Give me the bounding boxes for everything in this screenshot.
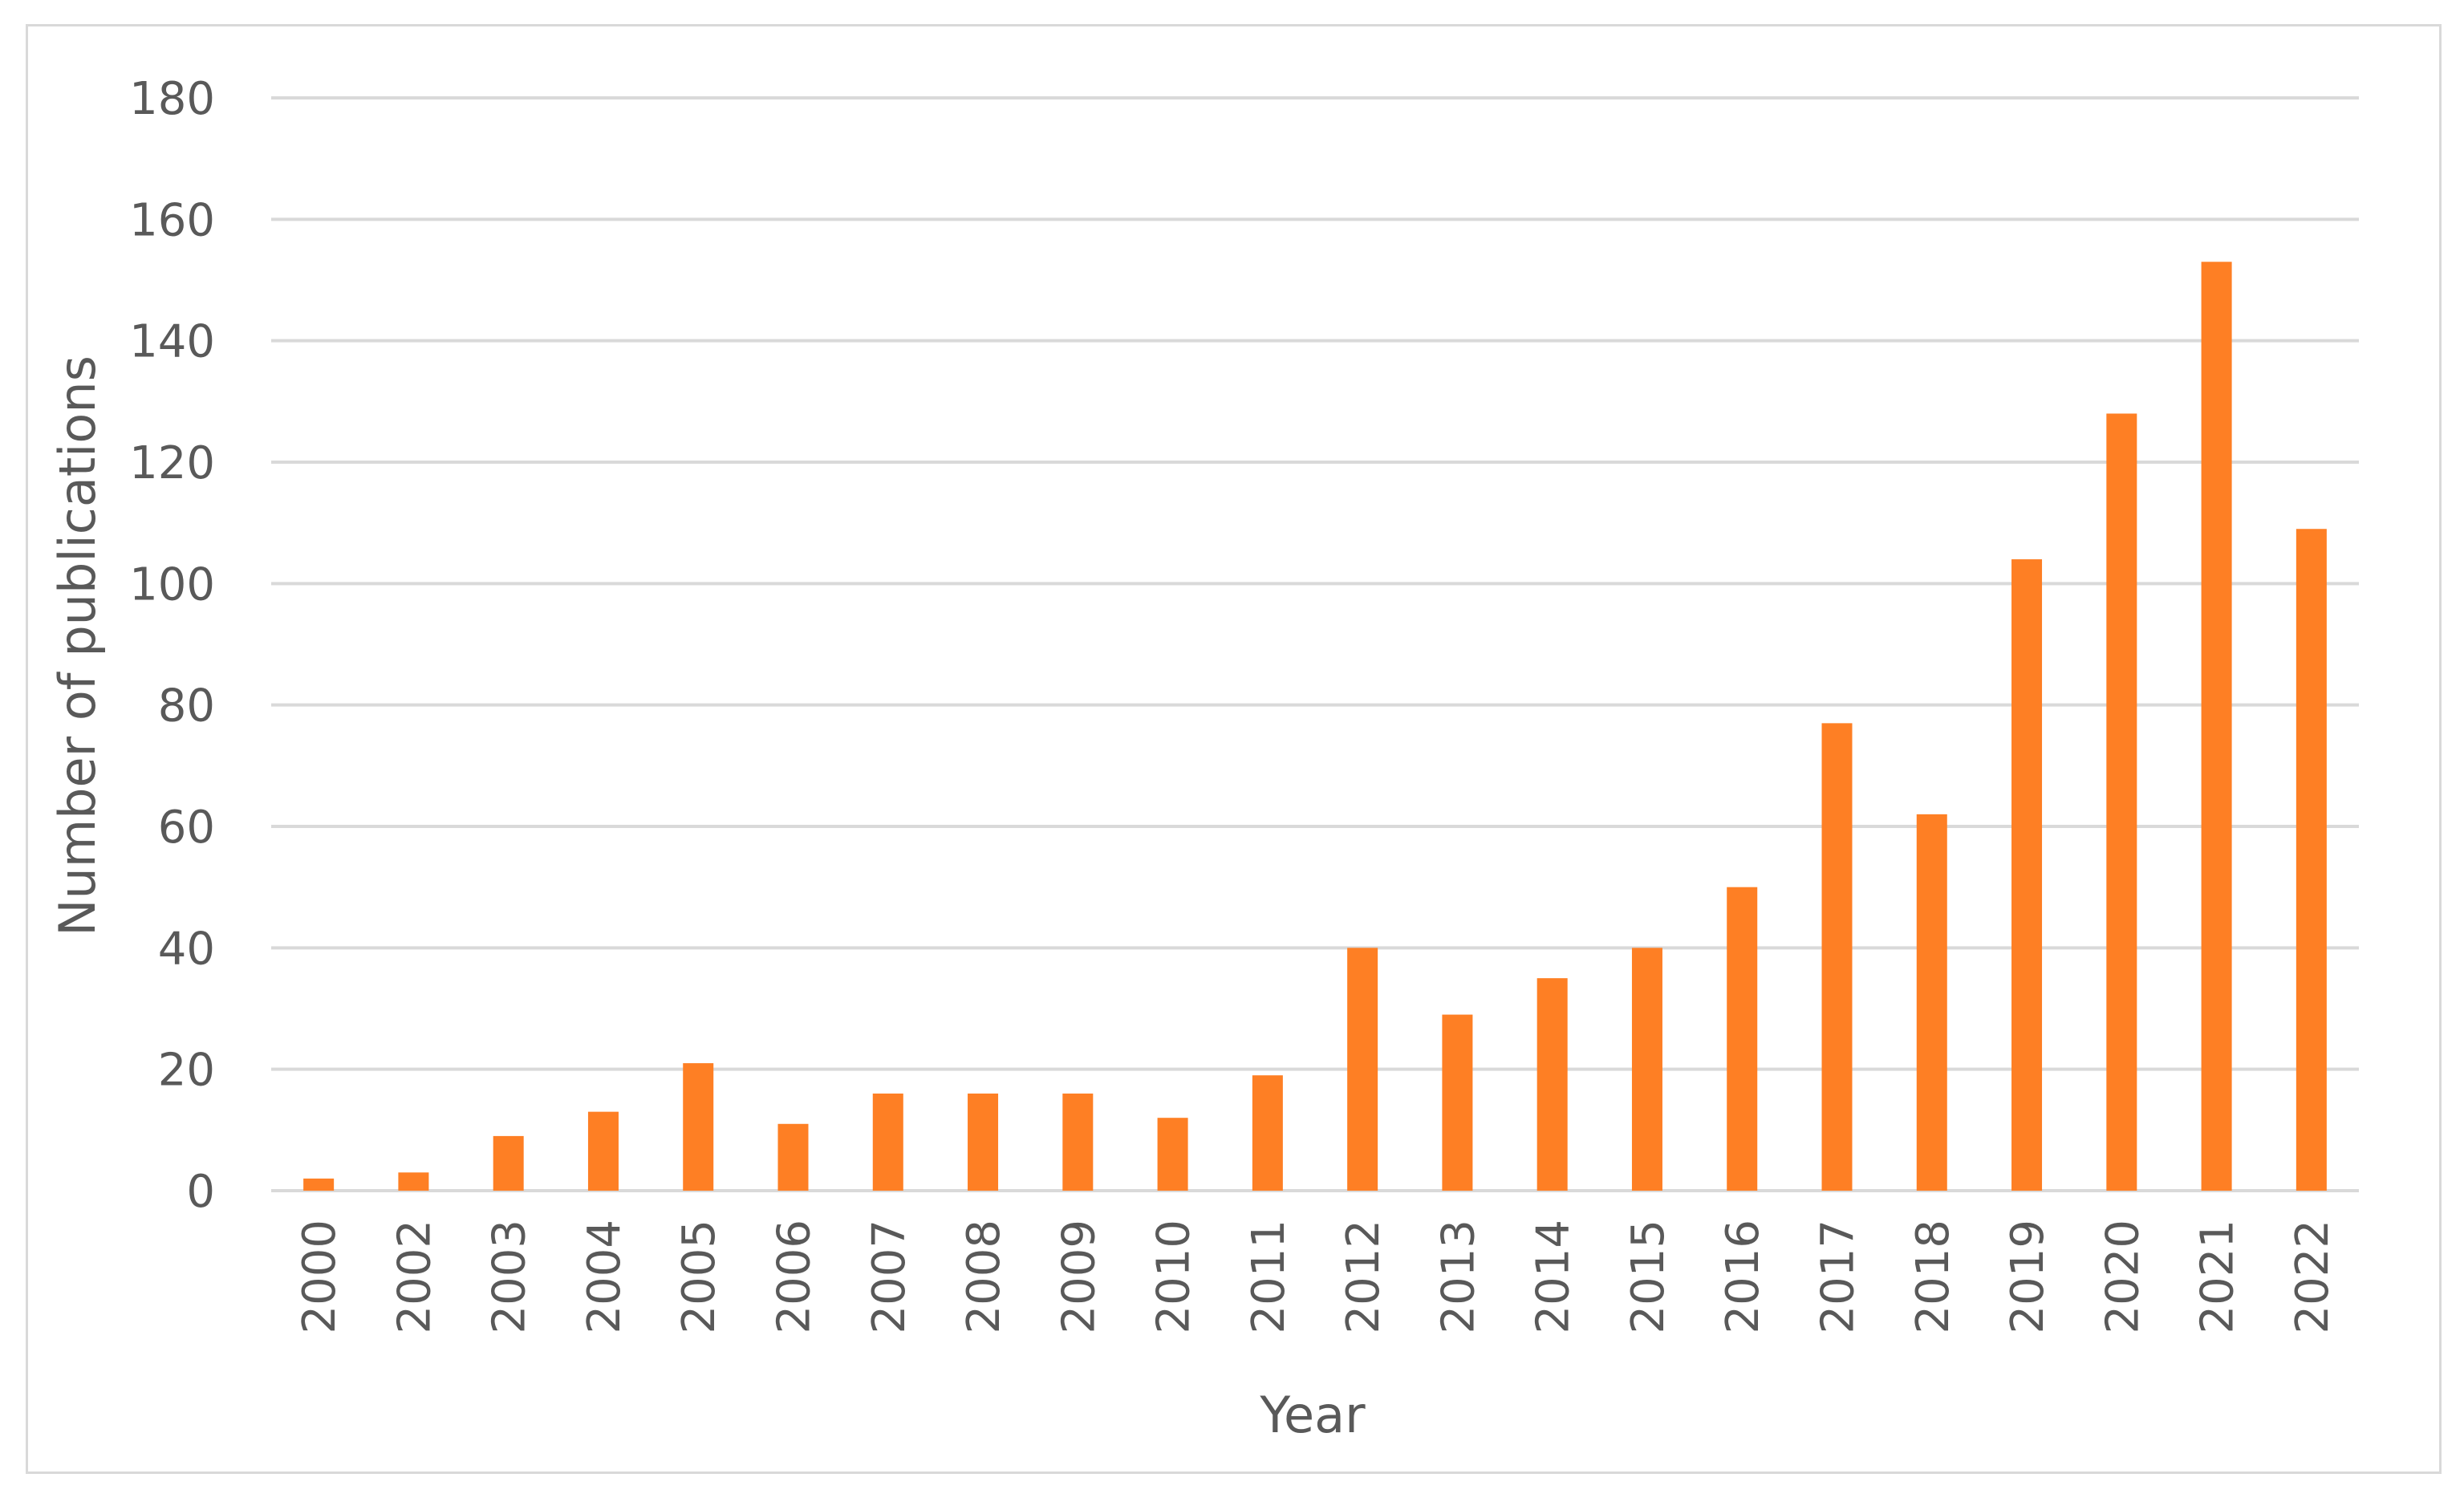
- bar-2002: [398, 1172, 429, 1191]
- bar-2014: [1536, 978, 1568, 1191]
- bar-2016: [1727, 887, 1758, 1191]
- y-tick-label: 40: [158, 923, 215, 975]
- x-tick-label: 2017: [1812, 1220, 1865, 1334]
- gridlines: [271, 96, 2359, 1192]
- x-tick-label: 2012: [1338, 1220, 1390, 1334]
- x-tick-label: 2004: [578, 1220, 631, 1334]
- y-tick-label: 180: [129, 73, 215, 125]
- y-tick-label: 100: [129, 558, 215, 611]
- x-tick-label: 2008: [958, 1220, 1010, 1334]
- x-tick-label: 2007: [863, 1220, 915, 1334]
- bar-2015: [1631, 948, 1662, 1191]
- x-tick-label: 2015: [1622, 1220, 1674, 1334]
- bar-2004: [587, 1111, 619, 1191]
- bar-2018: [1916, 814, 1947, 1191]
- x-tick-label: 2000: [294, 1220, 346, 1334]
- bar-2019: [2011, 559, 2043, 1191]
- x-tick-label: 2005: [673, 1220, 725, 1334]
- y-tick-label: 140: [129, 316, 215, 368]
- x-tick-label: 2020: [2097, 1220, 2149, 1334]
- bars: [303, 262, 2327, 1191]
- bar-2007: [872, 1093, 903, 1191]
- bar-2005: [683, 1063, 714, 1191]
- x-tick-label: 2011: [1243, 1220, 1295, 1334]
- bar-2022: [2296, 529, 2327, 1191]
- x-tick-label: 2013: [1432, 1220, 1484, 1334]
- bar-2011: [1252, 1075, 1283, 1191]
- y-tick-label: 160: [129, 194, 215, 246]
- bar-2008: [968, 1093, 999, 1191]
- bar-2003: [493, 1135, 524, 1191]
- x-tick-label: 2019: [2002, 1220, 2054, 1334]
- x-tick-label: 2010: [1148, 1220, 1200, 1334]
- y-tick-labels: 0 20 40 60 80 100 120 140 160 180: [129, 73, 215, 1218]
- x-tick-label: 2009: [1053, 1220, 1105, 1334]
- y-axis-title: Number of publications: [48, 355, 107, 936]
- y-tick-label: 80: [158, 680, 215, 733]
- bar-2000: [303, 1178, 335, 1191]
- x-axis-title: Year: [1259, 1386, 1366, 1444]
- bar-2009: [1062, 1093, 1094, 1191]
- x-tick-label: 2018: [1907, 1220, 1959, 1334]
- bar-2020: [2106, 413, 2137, 1191]
- bar-2013: [1442, 1014, 1473, 1191]
- y-tick-label: 60: [158, 802, 215, 854]
- y-tick-label: 0: [186, 1166, 215, 1218]
- x-tick-label: 2003: [484, 1220, 536, 1334]
- x-tick-label: 2021: [2192, 1220, 2244, 1334]
- x-tick-label: 2006: [769, 1220, 821, 1334]
- x-tick-label: 2002: [388, 1220, 440, 1334]
- bar-2010: [1157, 1118, 1188, 1191]
- x-tick-label: 2016: [1717, 1220, 1769, 1334]
- bar-2017: [1821, 723, 1853, 1191]
- x-tick-label: 2014: [1528, 1220, 1580, 1334]
- bar-2021: [2201, 262, 2232, 1191]
- bar-2012: [1347, 948, 1378, 1191]
- y-tick-label: 20: [158, 1045, 215, 1097]
- bar-2006: [777, 1123, 809, 1191]
- x-tick-label: 2022: [2287, 1220, 2339, 1334]
- y-tick-label: 120: [129, 437, 215, 489]
- x-tick-labels: 2000 2002 2003 2004 2005 2006 2007 2008 2009 2010…: [294, 1220, 2339, 1334]
